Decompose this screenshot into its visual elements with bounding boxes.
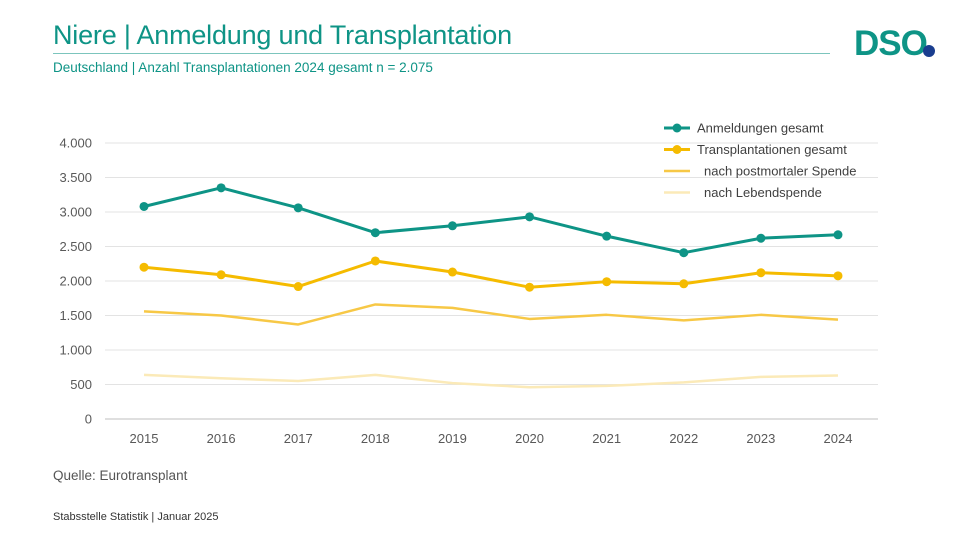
x-tick-label: 2022 bbox=[669, 431, 698, 446]
data-point bbox=[139, 201, 149, 211]
series-group bbox=[139, 183, 843, 389]
page-subtitle: Deutschland | Anzahl Transplantationen 2… bbox=[53, 60, 433, 75]
data-point bbox=[447, 267, 457, 277]
y-axis: 0 500 1.000 1.500 2.000 2.500 3.000 3.500 4.000 bbox=[59, 136, 92, 427]
x-tick-label: 2016 bbox=[207, 431, 236, 446]
y-tick-label: 1.500 bbox=[59, 308, 92, 323]
data-point bbox=[293, 282, 303, 292]
series-line bbox=[143, 303, 839, 326]
data-point bbox=[679, 279, 689, 289]
data-point bbox=[679, 248, 689, 258]
data-point bbox=[525, 212, 535, 222]
y-tick-label: 3.000 bbox=[59, 205, 92, 220]
data-point bbox=[216, 270, 226, 280]
data-point bbox=[447, 221, 457, 231]
y-tick-label: 1.000 bbox=[59, 343, 92, 358]
series-line bbox=[143, 373, 839, 389]
legend-label: nach Lebendspende bbox=[704, 185, 822, 200]
series-line bbox=[143, 259, 839, 289]
legend-label: Transplantationen gesamt bbox=[697, 142, 847, 157]
x-tick-label: 2017 bbox=[284, 431, 313, 446]
data-point bbox=[370, 228, 380, 238]
data-point bbox=[293, 203, 303, 213]
data-point bbox=[139, 262, 149, 272]
x-tick-label: 2024 bbox=[824, 431, 853, 446]
x-tick-label: 2015 bbox=[130, 431, 159, 446]
x-tick-label: 2023 bbox=[746, 431, 775, 446]
y-tick-label: 500 bbox=[70, 377, 92, 392]
x-tick-label: 2020 bbox=[515, 431, 544, 446]
x-tick-label: 2018 bbox=[361, 431, 390, 446]
dso-logo: DSO bbox=[854, 24, 935, 60]
logo-text: DSO bbox=[854, 24, 927, 60]
page-title: Niere | Anmeldung und Transplantation bbox=[53, 20, 512, 50]
legend-marker bbox=[672, 145, 682, 154]
footer-credit: Stabsstelle Statistik | Januar 2025 bbox=[53, 511, 219, 523]
legend-label: Anmeldungen gesamt bbox=[697, 121, 824, 136]
data-point bbox=[602, 277, 612, 287]
series-line bbox=[143, 186, 839, 255]
legend: Anmeldungen gesamt Transplantationen gesa… bbox=[664, 121, 856, 200]
y-tick-label: 4.000 bbox=[59, 136, 92, 151]
data-point bbox=[756, 233, 766, 243]
source-note: Quelle: Eurotransplant bbox=[53, 468, 188, 483]
x-axis: 2015 2016 2017 2018 2019 2020 2021 2022 2023 2024 bbox=[130, 431, 853, 446]
logo-dot bbox=[923, 45, 935, 57]
data-point bbox=[602, 231, 612, 241]
data-point bbox=[216, 183, 226, 193]
data-point bbox=[833, 230, 843, 240]
y-tick-label: 0 bbox=[85, 412, 92, 427]
y-tick-label: 2.000 bbox=[59, 274, 92, 289]
x-tick-label: 2019 bbox=[438, 431, 467, 446]
data-point bbox=[370, 256, 380, 266]
x-tick-label: 2021 bbox=[592, 431, 621, 446]
y-tick-label: 2.500 bbox=[59, 239, 92, 254]
title-divider bbox=[53, 53, 830, 54]
data-point bbox=[833, 271, 843, 281]
legend-label: nach postmortaler Spende bbox=[704, 164, 856, 179]
data-point bbox=[525, 282, 535, 292]
legend-marker bbox=[672, 123, 682, 133]
y-tick-label: 3.500 bbox=[59, 170, 92, 185]
data-point bbox=[756, 268, 766, 278]
